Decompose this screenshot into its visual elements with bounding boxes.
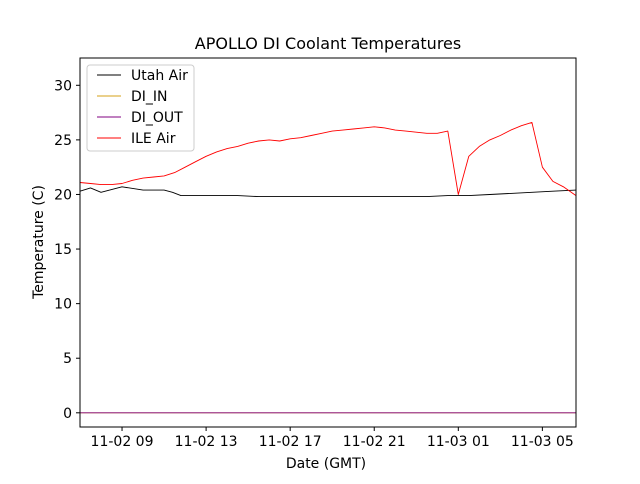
y-tick-label: 20 (54, 187, 72, 203)
y-tick-label: 30 (54, 78, 72, 94)
x-axis-label: Date (GMT) (286, 456, 366, 472)
chart-title: APOLLO DI Coolant Temperatures (195, 34, 461, 53)
legend-label: DI_OUT (131, 110, 183, 126)
x-axis-ticks: 11-02 09 11-02 13 11-02 17 11-02 21 11-03 01… (91, 427, 574, 450)
y-tick-label: 10 (54, 297, 72, 313)
x-tick-label: 11-02 13 (175, 434, 238, 450)
legend-label: DI_IN (131, 89, 168, 105)
x-tick-label: 11-02 17 (259, 434, 322, 450)
legend-label: Utah Air (131, 68, 188, 84)
legend-box (86, 64, 195, 152)
y-tick-label: 15 (54, 242, 72, 258)
x-tick-label: 11-03 05 (511, 434, 574, 450)
y-tick-label: 0 (63, 406, 72, 422)
x-tick-label: 11-02 21 (343, 434, 406, 450)
y-tick-label: 5 (63, 351, 72, 367)
series-line-utah-air (79, 186, 577, 198)
y-axis-label: Temperature (C) (31, 185, 47, 300)
y-tick-label: 25 (54, 133, 72, 149)
series-line-ile-air (79, 121, 577, 196)
x-tick-label: 11-03 01 (427, 434, 490, 450)
series-layer (79, 121, 577, 414)
x-tick-label: 11-02 09 (91, 434, 154, 450)
legend-label: ILE Air (131, 131, 176, 147)
plot-frame (79, 57, 577, 428)
legend: Utah Air DI_IN DI_OUT ILE Air (86, 64, 195, 152)
y-axis-ticks: 0 5 10 15 20 25 30 (54, 78, 80, 422)
